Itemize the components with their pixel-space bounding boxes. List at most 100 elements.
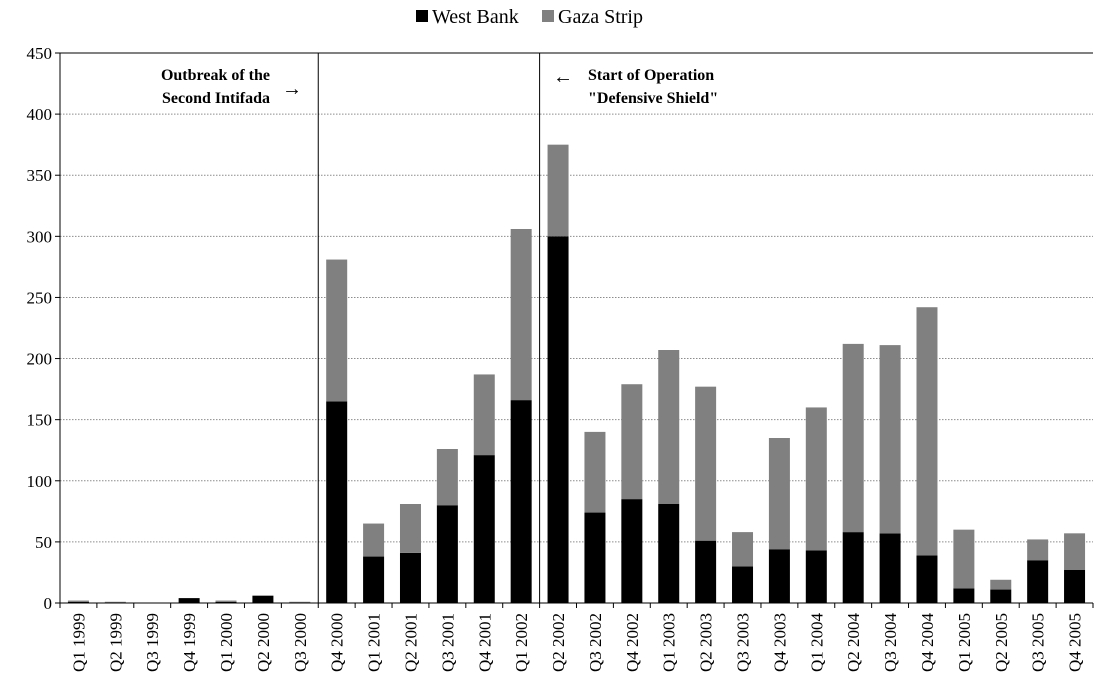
annotation-intifada-line1: Outbreak of the (161, 67, 270, 84)
bar-west-bank (658, 504, 680, 603)
x-tick-label: Q2 2001 (401, 613, 420, 672)
y-tick-label: 150 (27, 411, 53, 430)
legend-label: West Bank (432, 6, 519, 28)
bar-west-bank (842, 532, 864, 603)
annotation-intifada-line2: Second Intifada (162, 90, 270, 107)
y-axis-tick-labels: 0 50 100 150 200 250 300 350 400 450 (27, 44, 53, 613)
x-tick-label: Q1 2000 (217, 613, 236, 672)
x-tick-label: Q2 2005 (992, 613, 1011, 672)
bar-gaza-strip (805, 407, 827, 551)
x-tick-label: Q2 2000 (254, 613, 273, 672)
annotation-arrow-left: ← (553, 66, 573, 88)
x-tick-label: Q3 2004 (881, 613, 900, 673)
bar-gaza-strip (1027, 539, 1049, 561)
x-tick-label: Q3 2001 (438, 613, 457, 672)
bar-gaza-strip (953, 529, 975, 589)
bar-west-bank (510, 400, 532, 603)
y-tick-label: 300 (27, 227, 53, 246)
bar-west-bank (695, 540, 717, 603)
bar-gaza-strip (916, 307, 938, 556)
x-tick-label: Q2 2002 (549, 613, 568, 672)
axes (55, 52, 1094, 608)
bar-west-bank (473, 455, 495, 603)
x-tick-label: Q4 2002 (623, 613, 642, 672)
bar-west-bank (879, 533, 901, 603)
x-tick-label: Q4 1999 (180, 613, 199, 672)
bar-west-bank (67, 601, 89, 603)
annotation-defensive-line1: Start of Operation (588, 67, 714, 84)
bar-west-bank (916, 555, 938, 603)
y-tick-label: 400 (27, 105, 53, 124)
x-tick-label: Q1 2005 (955, 613, 974, 672)
x-tick-label: Q3 2000 (291, 613, 310, 672)
x-tick-label: Q4 2005 (1066, 613, 1085, 672)
x-tick-label: Q3 2003 (734, 613, 753, 672)
bar-west-bank (990, 589, 1012, 603)
bar-gaza-strip (879, 345, 901, 534)
x-tick-label: Q4 2003 (770, 613, 789, 672)
bar-west-bank (215, 601, 237, 603)
bar-gaza-strip (547, 144, 569, 237)
x-tick-label: Q1 1999 (69, 613, 88, 672)
bar-gaza-strip (363, 523, 385, 557)
y-tick-label: 250 (27, 288, 53, 307)
bar-west-bank (584, 512, 606, 603)
x-tick-label: Q4 2001 (475, 613, 494, 672)
x-axis-tick-labels: Q1 1999 Q2 1999 Q3 1999 Q4 1999 Q1 2000 Q2 20… (69, 613, 1084, 673)
bar-gaza-strip (990, 579, 1012, 590)
bar-west-bank (547, 236, 569, 604)
bar-gaza-strip (510, 229, 532, 401)
bar-gaza-strip (289, 601, 311, 603)
x-tick-label: Q3 2005 (1029, 613, 1048, 672)
bar-gaza-strip (1064, 533, 1086, 570)
bar-west-bank (805, 550, 827, 603)
bars (67, 144, 1086, 604)
bar-gaza-strip (732, 532, 754, 567)
bar-gaza-strip (584, 431, 606, 513)
x-tick-label: Q3 1999 (143, 613, 162, 672)
x-tick-label: Q4 2000 (328, 613, 347, 672)
legend-swatch (416, 10, 428, 22)
gridlines (60, 52, 1093, 543)
bar-gaza-strip (473, 374, 495, 456)
annotation-defensive-line2: "Defensive Shield" (588, 90, 718, 107)
bar-west-bank (436, 505, 458, 603)
y-tick-label: 100 (27, 472, 53, 491)
annotations: Outbreak of the Second Intifada → ← Start of… (161, 66, 718, 107)
bar-gaza-strip (695, 386, 717, 541)
bar-west-bank (252, 595, 274, 603)
bar-gaza-strip (326, 259, 348, 402)
legend-swatch (542, 10, 554, 22)
bar-gaza-strip (104, 601, 126, 603)
x-tick-label: Q1 2001 (365, 613, 384, 672)
x-tick-label: Q4 2004 (918, 613, 937, 673)
bar-west-bank (953, 588, 975, 603)
bar-west-bank (732, 566, 754, 603)
bar-gaza-strip (399, 504, 421, 553)
legend: West Bank Gaza Strip (416, 6, 643, 28)
bar-gaza-strip (67, 600, 89, 602)
bar-gaza-strip (621, 384, 643, 500)
x-tick-label: Q1 2003 (660, 613, 679, 672)
x-tick-label: Q2 2003 (697, 613, 716, 672)
bar-gaza-strip (842, 343, 864, 533)
x-tick-label: Q1 2002 (512, 613, 531, 672)
bar-west-bank (399, 552, 421, 603)
bar-west-bank (621, 499, 643, 603)
bar-west-bank (768, 549, 790, 603)
legend-label: Gaza Strip (558, 6, 643, 28)
y-tick-label: 200 (27, 350, 53, 369)
bar-west-bank (326, 401, 348, 603)
bar-west-bank (1064, 570, 1086, 603)
x-tick-label: Q2 1999 (106, 613, 125, 672)
x-tick-label: Q2 2004 (844, 613, 863, 673)
bar-gaza-strip (768, 438, 790, 550)
bar-west-bank (363, 556, 385, 603)
y-tick-label: 50 (35, 533, 52, 552)
y-tick-label: 350 (27, 166, 53, 185)
bar-gaza-strip (436, 449, 458, 506)
x-tick-label: Q1 2004 (807, 613, 826, 673)
bar-gaza-strip (658, 350, 680, 504)
